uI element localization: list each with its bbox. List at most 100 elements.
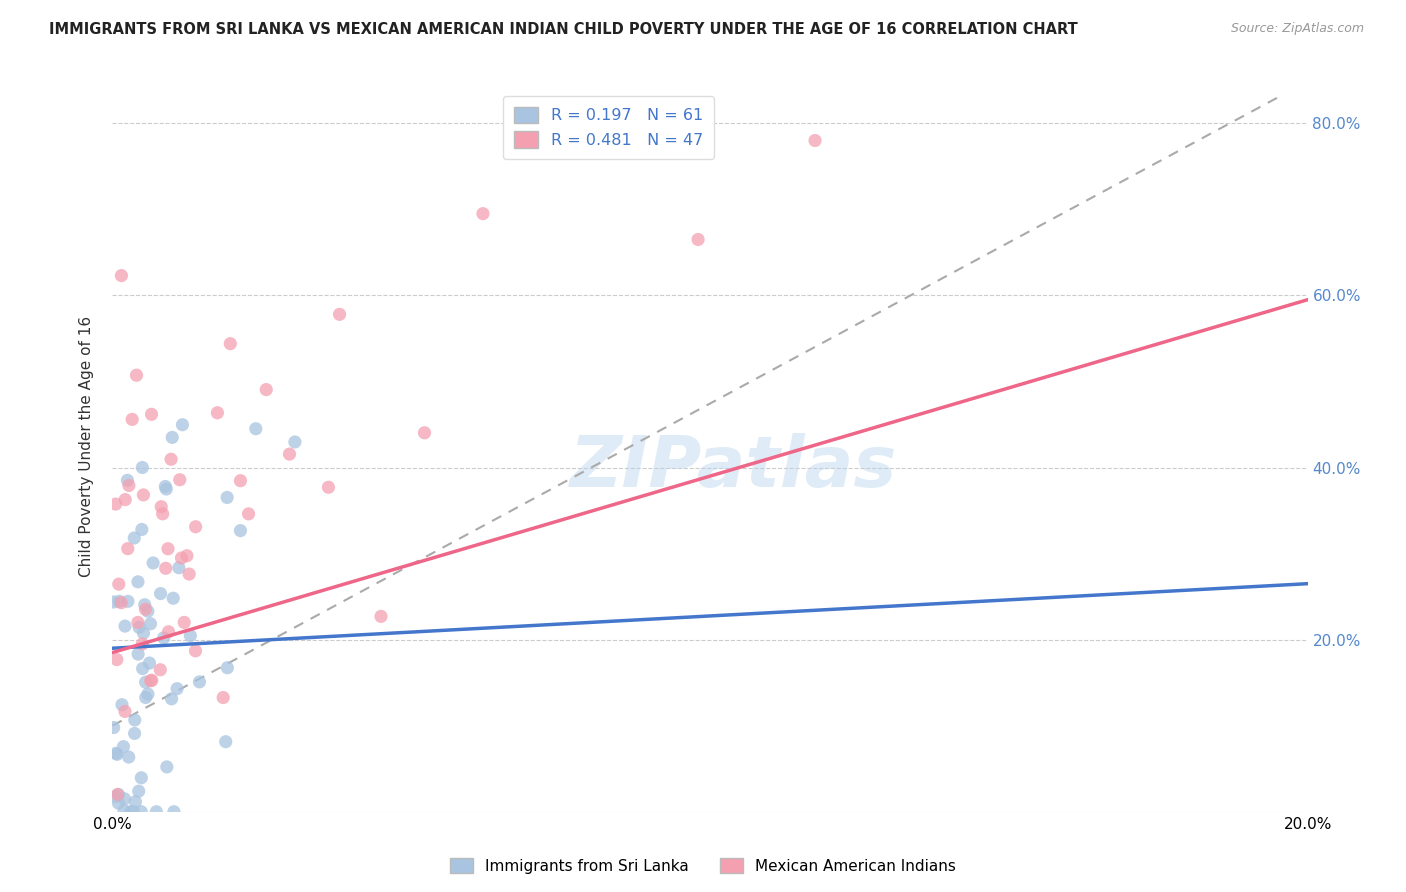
Point <box>170 551 193 566</box>
Point <box>155 561 177 575</box>
Point <box>127 574 149 589</box>
Point <box>104 789 127 804</box>
Point <box>132 626 155 640</box>
Point <box>134 598 156 612</box>
Point <box>156 541 179 556</box>
Text: ZIPatlas: ZIPatlas <box>571 434 897 502</box>
Point <box>117 473 139 487</box>
Point <box>124 795 146 809</box>
Point <box>238 507 260 521</box>
Point <box>169 473 191 487</box>
Text: Source: ZipAtlas.com: Source: ZipAtlas.com <box>1230 22 1364 36</box>
Point <box>688 232 710 246</box>
Point <box>155 482 177 496</box>
Point <box>103 595 125 609</box>
Point <box>254 383 277 397</box>
Point <box>184 520 207 534</box>
Point <box>217 661 239 675</box>
Point <box>318 480 340 494</box>
Legend: R = 0.197   N = 61, R = 0.481   N = 47: R = 0.197 N = 61, R = 0.481 N = 47 <box>503 95 714 159</box>
Point <box>104 497 127 511</box>
Point <box>149 586 172 600</box>
Point <box>245 422 267 436</box>
Point <box>160 691 183 706</box>
Point <box>131 771 153 785</box>
Point <box>184 644 207 658</box>
Point <box>132 488 155 502</box>
Point <box>131 460 153 475</box>
Point <box>329 307 352 321</box>
Point <box>179 629 201 643</box>
Point <box>141 673 163 688</box>
Point <box>179 567 201 582</box>
Point <box>157 624 180 639</box>
Point <box>118 750 141 764</box>
Point <box>131 523 153 537</box>
Point <box>229 474 252 488</box>
Point <box>145 805 167 819</box>
Point <box>413 425 436 440</box>
Point <box>217 491 239 505</box>
Point <box>122 531 145 545</box>
Point <box>135 675 157 690</box>
Point <box>111 698 134 712</box>
Point <box>172 417 194 432</box>
Point <box>131 662 153 676</box>
Point <box>139 616 162 631</box>
Point <box>138 656 160 670</box>
Point <box>127 647 149 661</box>
Point <box>166 681 188 696</box>
Point <box>152 631 174 645</box>
Point <box>804 134 827 148</box>
Point <box>219 336 242 351</box>
Point <box>124 713 146 727</box>
Point <box>114 619 136 633</box>
Point <box>105 747 128 761</box>
Point <box>136 604 159 618</box>
Point <box>207 406 229 420</box>
Point <box>135 690 157 705</box>
Point <box>155 479 177 493</box>
Y-axis label: Child Poverty Under the Age of 16: Child Poverty Under the Age of 16 <box>79 316 94 576</box>
Point <box>114 492 136 507</box>
Point <box>370 609 392 624</box>
Point <box>118 478 141 492</box>
Point <box>162 591 184 606</box>
Point <box>124 726 146 740</box>
Point <box>110 268 132 283</box>
Point <box>108 594 131 608</box>
Point <box>212 690 235 705</box>
Point <box>188 674 211 689</box>
Point <box>176 549 198 563</box>
Point <box>114 705 136 719</box>
Point <box>150 500 173 514</box>
Point <box>110 596 132 610</box>
Point <box>128 784 150 798</box>
Point <box>105 747 128 762</box>
Point <box>112 739 135 754</box>
Point <box>134 602 156 616</box>
Point <box>136 687 159 701</box>
Point <box>107 788 129 802</box>
Point <box>472 207 495 221</box>
Text: IMMIGRANTS FROM SRI LANKA VS MEXICAN AMERICAN INDIAN CHILD POVERTY UNDER THE AGE: IMMIGRANTS FROM SRI LANKA VS MEXICAN AME… <box>49 22 1078 37</box>
Point <box>128 620 150 634</box>
Point <box>284 435 307 450</box>
Point <box>117 541 139 556</box>
Point <box>163 805 186 819</box>
Point <box>162 430 183 444</box>
Point <box>131 637 153 651</box>
Point <box>167 560 190 574</box>
Point <box>215 734 238 748</box>
Point <box>229 524 252 538</box>
Point <box>107 788 129 802</box>
Point <box>112 804 135 818</box>
Point <box>152 507 174 521</box>
Point <box>173 615 195 630</box>
Point <box>156 760 179 774</box>
Point <box>122 805 145 819</box>
Point <box>103 721 125 735</box>
Point <box>107 577 129 591</box>
Point <box>141 407 163 421</box>
Point <box>105 652 128 666</box>
